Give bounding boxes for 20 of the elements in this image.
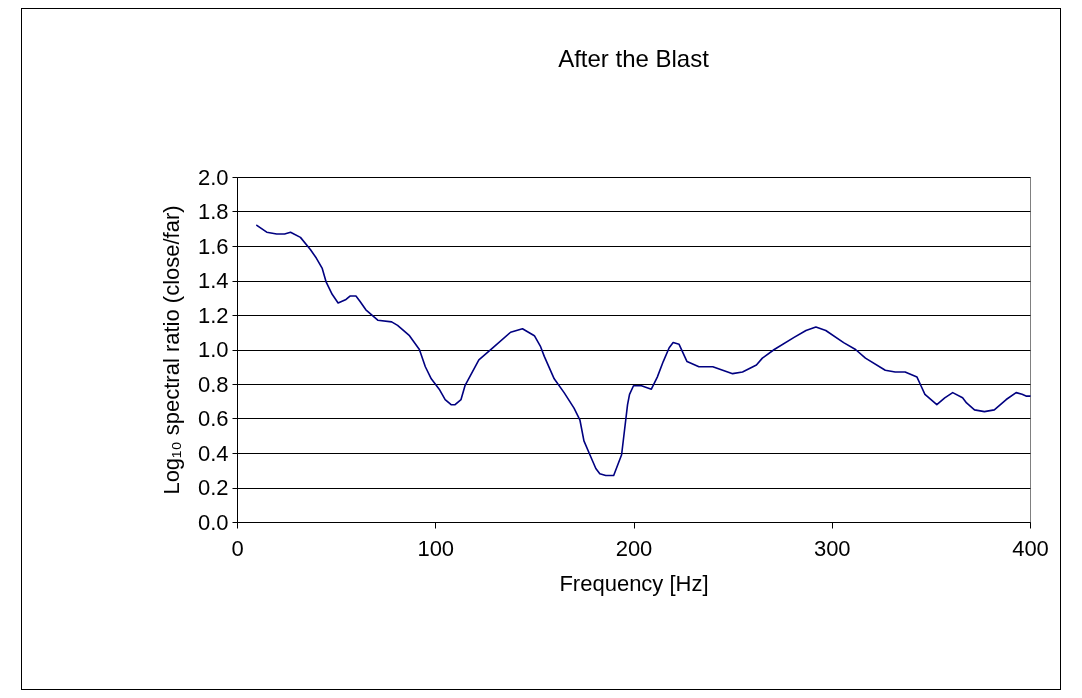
y-tick-label: 1.8 [197,199,229,224]
chart-title: After the Blast [558,45,710,72]
y-tick-label: 1.6 [197,233,229,259]
y-tick-label: 0.8 [197,371,229,397]
y-tick-label: 1.4 [197,268,229,293]
x-tick-label: 300 [813,535,851,561]
y-tick-label: 0.0 [197,509,229,535]
line-series [256,224,1031,477]
x-tick-label: 200 [615,535,653,561]
y-tick-label: 2.0 [197,164,229,190]
y-tick-label: 0.6 [197,406,229,431]
y-axis-title: Log₁₀ spectral ratio (close/far) [158,205,184,495]
y-tick-label: 1.0 [197,337,229,362]
y-tick-label: 0.2 [197,475,229,500]
x-axis-title: Frequency [Hz] [559,570,709,596]
x-tick-label: 400 [1012,535,1049,561]
x-tick-label: 0 [231,535,244,561]
y-tick-label: 0.4 [197,440,229,466]
x-tick-label: 100 [417,535,455,561]
y-tick-label: 1.2 [197,302,229,328]
